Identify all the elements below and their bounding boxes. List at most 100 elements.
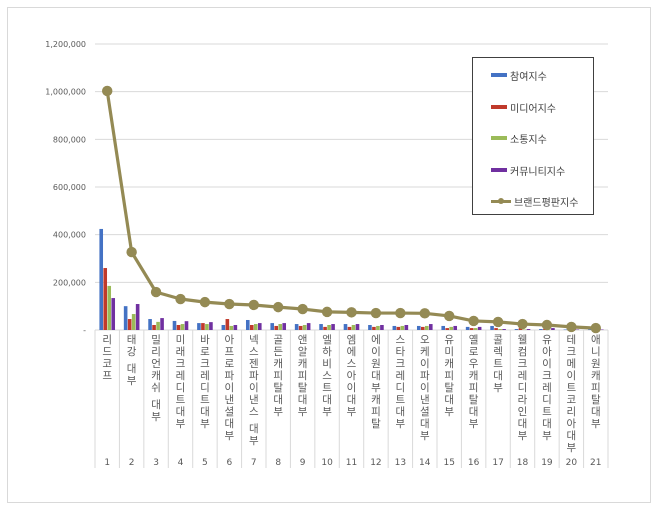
- category-label-char: 대: [567, 430, 577, 442]
- category-number: 18: [517, 458, 529, 468]
- bar: [302, 324, 307, 330]
- category-label-char: 부: [591, 418, 601, 430]
- category-label-char: 피: [371, 406, 381, 418]
- category-label-char: 부: [127, 375, 137, 387]
- bar: [205, 324, 209, 330]
- category-label-char: 하: [322, 345, 332, 358]
- category-label-char: 낸: [249, 394, 259, 406]
- category-number: 7: [251, 458, 257, 468]
- category-number: 9: [300, 458, 306, 468]
- category-label-char: 레: [518, 370, 528, 382]
- category-label-char: 대: [396, 406, 406, 418]
- category-label-char: 캐: [371, 394, 381, 406]
- category-label-char: 탈: [298, 381, 308, 394]
- category-label-char: 부: [420, 430, 430, 442]
- category-label-char: 에: [371, 334, 381, 346]
- category-label-char: 트: [567, 382, 577, 394]
- bar: [502, 329, 506, 330]
- bar: [229, 325, 234, 330]
- line-marker: [126, 246, 137, 258]
- category-label-char: 에: [347, 346, 357, 358]
- category-label-char: 레: [542, 382, 552, 394]
- bar: [274, 325, 279, 330]
- bar: [469, 328, 474, 330]
- category-label-char: 탈: [371, 417, 381, 430]
- line-marker: [444, 310, 455, 322]
- line-marker: [346, 307, 357, 318]
- bar: [445, 328, 450, 330]
- bar: [180, 324, 185, 330]
- category-label-char: 대: [493, 370, 503, 382]
- category-label-char: 알: [298, 346, 308, 358]
- category-label-char: 드: [102, 346, 112, 358]
- category-label-char: 파: [225, 370, 235, 382]
- category-label-char: 이: [542, 358, 552, 370]
- category-label-char: 이: [347, 382, 357, 394]
- category-label-char: 애: [591, 334, 601, 346]
- bar: [473, 328, 478, 330]
- category-label-char: 로: [200, 346, 210, 358]
- bar: [347, 326, 352, 330]
- bar: [319, 324, 323, 330]
- legend-item-brand-reputation: 브랜드평판지수: [491, 194, 578, 209]
- bar: [107, 285, 112, 330]
- category-label-char: 옐: [469, 334, 479, 346]
- bar: [355, 324, 360, 330]
- bar: [376, 325, 380, 330]
- legend-swatch-green: [491, 136, 507, 140]
- category-label-char: 프: [102, 370, 112, 382]
- category-label-char: 테: [567, 334, 577, 346]
- category-label-char: 탈: [273, 381, 283, 394]
- category-label-char: 스: [249, 346, 259, 358]
- line-marker: [590, 322, 601, 334]
- category-label-char: 대: [469, 406, 479, 418]
- category-label-char: 리: [151, 346, 161, 358]
- bar: [400, 325, 405, 330]
- y-tick-label: 800,000: [53, 135, 86, 144]
- bar: [372, 326, 376, 330]
- y-tick-label: 400,000: [53, 231, 86, 240]
- chart-legend: 참여지수 미디어지수 소통지수 커뮤니티지수 브랜드평판지수: [472, 57, 594, 215]
- category-label-char: 대: [322, 394, 332, 406]
- category-label-char: 미: [176, 334, 186, 346]
- bar: [152, 324, 156, 330]
- legend-label: 참여지수: [510, 71, 547, 83]
- legend-label: 미디어지수: [510, 103, 556, 115]
- category-label-char: 바: [200, 334, 210, 346]
- category-label-char: 크: [542, 370, 552, 382]
- bar: [221, 324, 226, 330]
- bar: [392, 325, 397, 330]
- category-number: 10: [321, 458, 333, 468]
- line-marker: [150, 286, 162, 298]
- bar: [449, 326, 454, 330]
- category-label-char: 캐: [591, 370, 601, 382]
- category-number: 8: [275, 458, 281, 468]
- category-label-char: 탈: [444, 381, 454, 394]
- line-marker: [248, 299, 259, 311]
- legend-swatch-blue: [491, 73, 507, 77]
- bar: [420, 326, 425, 330]
- bar: [233, 324, 238, 330]
- bar: [294, 324, 299, 330]
- category-label-char: 리: [567, 406, 577, 418]
- category-label-char: 골: [273, 334, 283, 346]
- bar: [225, 319, 230, 330]
- bar: [253, 324, 258, 330]
- bar: [127, 319, 132, 330]
- bar: [416, 325, 421, 330]
- category-label-char: 트: [200, 394, 210, 406]
- category-label-char: 낸: [225, 394, 235, 406]
- category-label-char: 트: [493, 358, 503, 370]
- category-label-char: 쉬: [151, 382, 161, 394]
- bar: [404, 324, 409, 330]
- bar: [257, 323, 262, 330]
- line-marker: [468, 315, 479, 327]
- category-number: 13: [395, 458, 406, 468]
- line-marker: [566, 321, 577, 333]
- category-label-char: 부: [567, 442, 577, 454]
- line-marker: [175, 293, 186, 305]
- category-label-char: 트: [542, 406, 552, 418]
- category-label-char: 트: [176, 394, 186, 406]
- category-label-char: 피: [444, 370, 454, 382]
- bar: [249, 324, 254, 330]
